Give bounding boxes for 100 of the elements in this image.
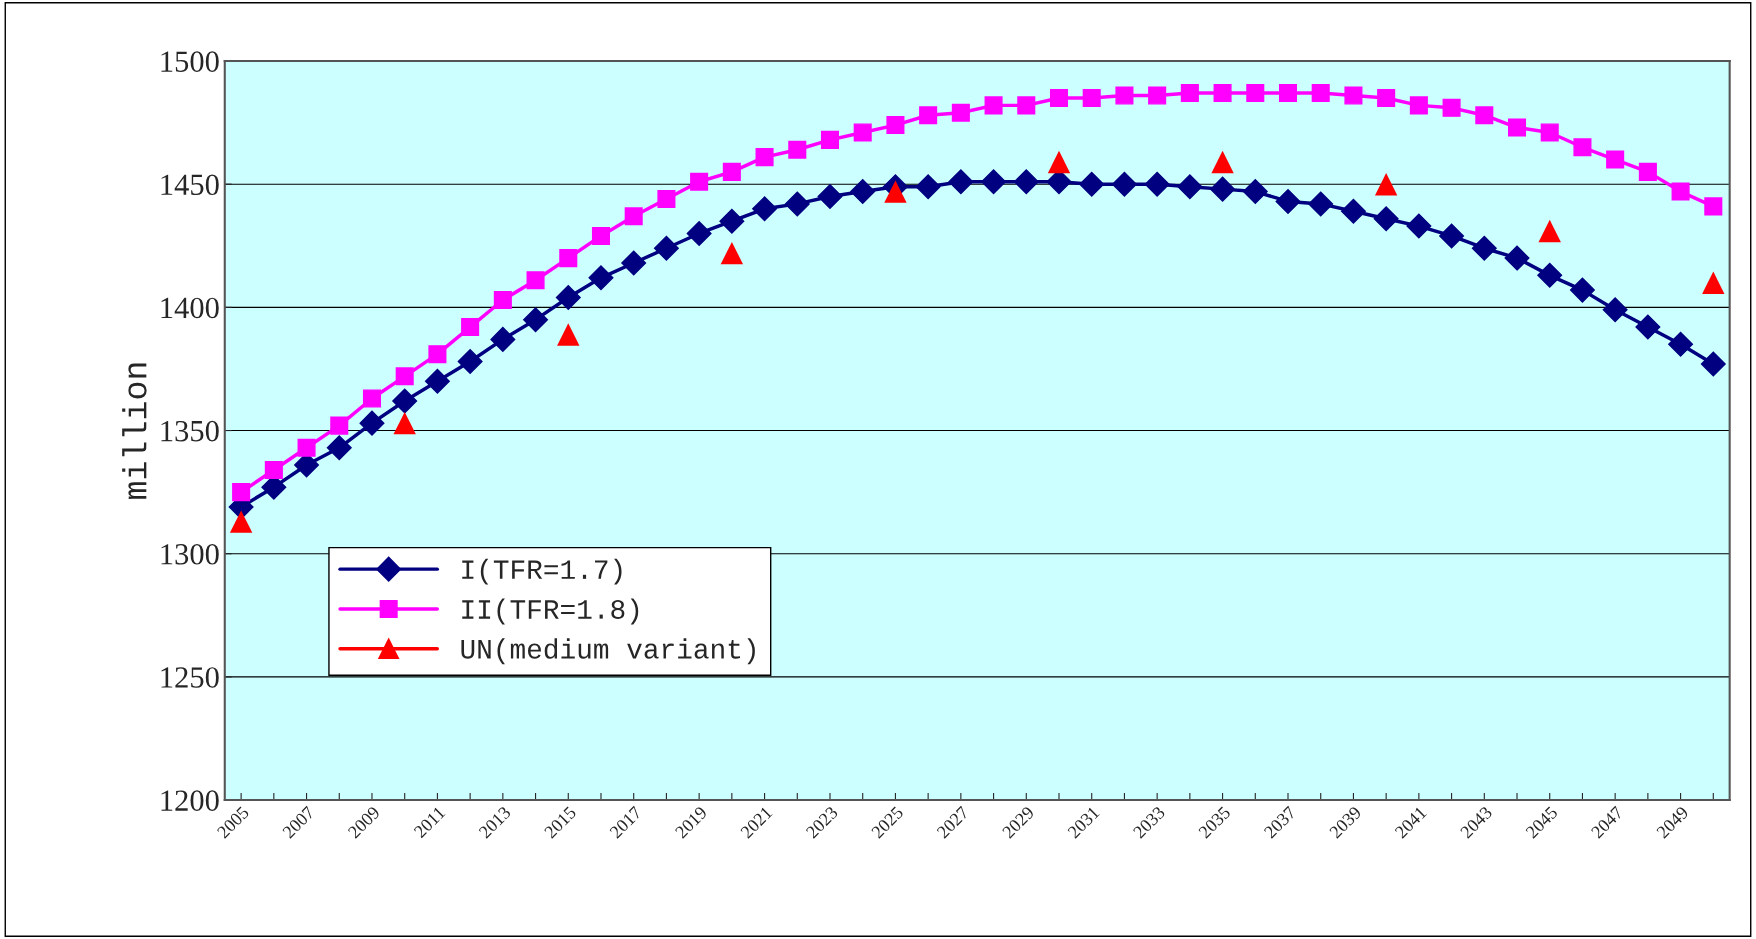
point [232,483,251,502]
point [1471,235,1497,261]
point [853,123,872,142]
point [984,96,1003,115]
point [393,411,416,435]
point [1373,206,1399,232]
point [461,318,480,337]
point [820,130,840,149]
point [1242,179,1268,205]
point [653,235,679,261]
point [1180,84,1199,103]
point [264,460,283,479]
point [1148,86,1167,105]
point [919,106,938,125]
point [1013,169,1039,195]
point [1569,277,1595,303]
point [555,285,581,310]
point [395,367,414,386]
point [1442,98,1461,117]
point [1311,84,1330,103]
y-tick-label: 1300 [161,543,219,565]
point [1115,86,1134,105]
point [1540,123,1559,142]
point [951,103,970,122]
point [1638,162,1657,181]
point [1047,150,1071,174]
point [428,345,447,364]
point [884,180,907,203]
point [752,196,778,222]
point [1504,245,1530,271]
point [1377,88,1396,108]
point [621,250,647,276]
point [359,410,385,436]
point [1144,171,1170,197]
point [1017,96,1036,115]
point [523,307,549,333]
point [1344,86,1363,105]
point [1374,173,1398,196]
point [526,271,545,290]
point [981,169,1007,195]
point [1210,176,1236,202]
point [1308,191,1334,217]
point [722,162,741,181]
y-tick-label: 1450 [161,174,219,196]
legend-label: I(TFR=1.7) [462,558,622,585]
point [624,207,643,226]
point [1275,188,1301,214]
point [1538,219,1561,243]
point [1213,84,1232,103]
y-tick-label: 1400 [161,297,219,319]
point [1606,150,1625,169]
point [1111,171,1137,197]
point [1475,106,1494,125]
point [1082,88,1101,108]
point [297,438,316,457]
point [817,184,843,209]
legend-label: UN(medium variant) [461,638,755,665]
point [326,435,352,461]
point [1704,197,1723,216]
point [1573,138,1592,157]
point [493,290,512,310]
point [686,220,712,246]
point [591,226,611,245]
y-tick-label: 1500 [161,51,219,72]
point [557,323,580,346]
point [755,148,774,167]
point [1602,297,1628,323]
point [690,172,709,191]
point [788,140,807,159]
point [588,265,614,291]
point [1406,213,1432,239]
point [1211,150,1234,174]
point [1671,182,1690,201]
point [457,349,483,375]
point [915,174,941,200]
point [1439,223,1465,249]
point [1702,271,1725,294]
point [850,179,876,205]
point [1700,351,1726,377]
point [948,169,974,195]
point [362,389,382,408]
point [424,368,450,394]
point [1079,171,1105,197]
point [1049,88,1069,108]
y-tick-label: 1350 [161,420,219,442]
x-tick-label: 2011 [413,806,446,839]
y-axis-title: million [122,363,147,499]
point [784,191,810,217]
legend-label: II(TFR=1.8) [462,598,639,625]
y-tick-label: 1250 [161,667,219,688]
point [392,388,418,414]
point [1340,198,1366,224]
point [886,116,905,135]
point [1409,96,1428,115]
point [1246,84,1265,103]
point [1278,84,1298,103]
point [1668,331,1694,357]
point [1537,262,1563,288]
point [1507,118,1527,137]
point [657,189,676,209]
